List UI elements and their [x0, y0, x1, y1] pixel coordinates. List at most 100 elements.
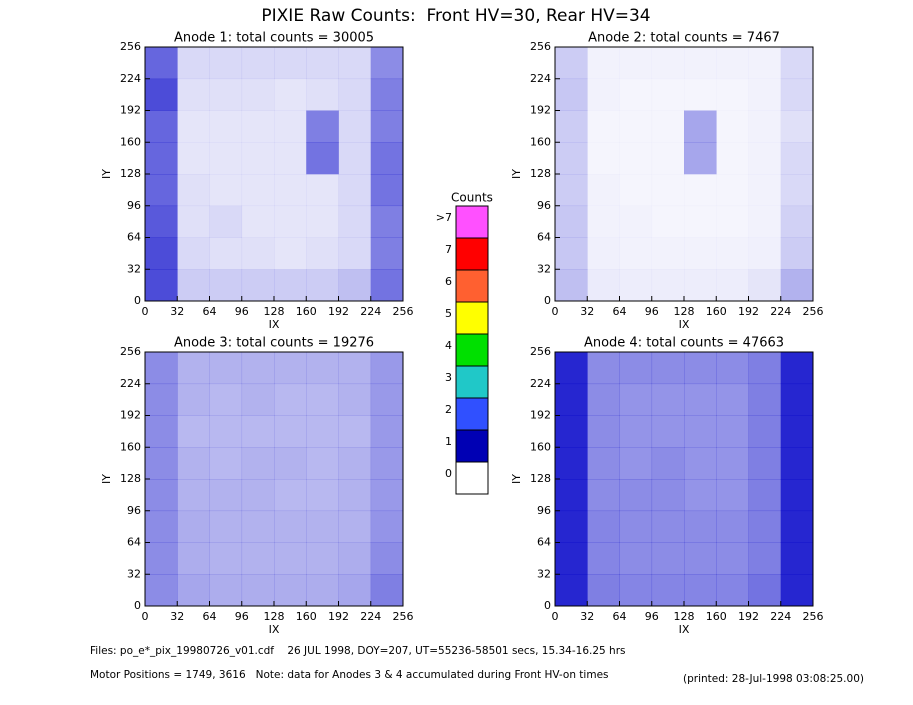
- heat-cell: [338, 78, 372, 111]
- page-title: PIXIE Raw Counts: Front HV=30, Rear HV=3…: [261, 6, 650, 26]
- heat-cell: [274, 47, 307, 80]
- heat-cell: [780, 78, 814, 111]
- panel-title: Anode 1: total counts = 30005: [174, 31, 374, 46]
- heat-cell: [716, 510, 749, 543]
- heat-cell: [651, 237, 685, 270]
- heat-cell: [587, 447, 620, 480]
- heat-cell: [684, 383, 717, 416]
- heat-cell: [338, 415, 372, 448]
- x-tick-label: 0: [552, 305, 559, 318]
- heat-cell: [177, 269, 210, 302]
- heat-cell: [748, 542, 782, 575]
- heat-cell: [177, 574, 210, 607]
- heat-cell: [748, 110, 782, 143]
- heat-cell: [241, 47, 275, 80]
- colorbar-box: [455, 301, 489, 335]
- colorbar-label: 6: [445, 275, 452, 288]
- y-tick-label: 64: [127, 536, 141, 549]
- y-tick-label: 64: [127, 231, 141, 244]
- heat-cell: [274, 205, 307, 238]
- heat-cell: [684, 352, 717, 385]
- heat-cell: [716, 174, 749, 207]
- x-tick-label: 160: [706, 305, 727, 318]
- x-tick-label: 96: [235, 305, 249, 318]
- heat-cell: [177, 174, 210, 207]
- plot-background: [145, 47, 403, 301]
- y-tick-label: 128: [530, 472, 551, 485]
- heat-cell: [619, 542, 653, 575]
- x-tick-label: 96: [645, 305, 659, 318]
- heat-cell: [306, 542, 339, 575]
- heat-cell: [177, 205, 210, 238]
- heat-cell: [716, 352, 749, 385]
- y-tick-label: 32: [127, 567, 141, 580]
- x-tick-label: 224: [770, 610, 791, 623]
- heat-cell: [684, 47, 717, 80]
- heat-cell: [274, 447, 307, 480]
- heat-cell: [716, 110, 749, 143]
- heat-cell: [555, 142, 588, 175]
- heat-cell: [177, 352, 210, 385]
- heat-cell: [209, 383, 243, 416]
- colorbar-box: [455, 237, 489, 271]
- x-tick-label: 128: [264, 610, 285, 623]
- heat-cell: [619, 447, 653, 480]
- heat-cell: [370, 574, 404, 607]
- heat-cell: [651, 447, 685, 480]
- heat-cell: [748, 415, 782, 448]
- heat-cell: [274, 174, 307, 207]
- colorbar-label: 5: [445, 307, 452, 320]
- heat-cell: [651, 269, 685, 302]
- y-tick-label: 224: [530, 377, 551, 390]
- heat-cell: [338, 237, 372, 270]
- heat-cell: [177, 383, 210, 416]
- heat-cell: [370, 415, 404, 448]
- heat-cell: [555, 447, 588, 480]
- heat-cell: [780, 110, 814, 143]
- colorbar-label: 4: [445, 339, 452, 352]
- x-tick-label: 96: [235, 610, 249, 623]
- heat-cell: [274, 352, 307, 385]
- y-tick-label: 128: [120, 472, 141, 485]
- heat-cell: [555, 352, 588, 385]
- heat-cell: [306, 78, 339, 111]
- heat-cell: [780, 47, 814, 80]
- heat-cell: [209, 47, 243, 80]
- heat-cell: [209, 142, 243, 175]
- heat-cell: [338, 205, 372, 238]
- heat-cell: [684, 78, 717, 111]
- heat-cell: [619, 110, 653, 143]
- heat-cell: [145, 574, 178, 607]
- heat-cell: [587, 78, 620, 111]
- heat-cell: [716, 415, 749, 448]
- colorbar-label: >7: [436, 211, 452, 224]
- heat-cell: [651, 110, 685, 143]
- heat-cell: [684, 542, 717, 575]
- heat-cell: [241, 383, 275, 416]
- heat-cell: [145, 447, 178, 480]
- x-tick-label: 96: [645, 610, 659, 623]
- heat-cell: [177, 142, 210, 175]
- heat-cell: [587, 383, 620, 416]
- colorbar-box: [455, 333, 489, 367]
- x-tick-label: 192: [328, 305, 349, 318]
- y-tick-label: 192: [120, 104, 141, 117]
- heat-cell: [651, 205, 685, 238]
- heat-cell: [716, 78, 749, 111]
- y-tick-label: 160: [120, 135, 141, 148]
- y-tick-label: 128: [530, 167, 551, 180]
- heat-cell: [587, 47, 620, 80]
- x-tick-label: 192: [738, 610, 759, 623]
- heat-cell: [145, 237, 178, 270]
- heat-cell: [555, 47, 588, 80]
- heat-cell: [619, 352, 653, 385]
- y-tick-label: 0: [134, 599, 141, 612]
- y-tick-label: 160: [530, 135, 551, 148]
- heat-cell: [274, 142, 307, 175]
- heat-cell: [587, 352, 620, 385]
- heat-cell: [338, 510, 372, 543]
- x-tick-label: 32: [170, 305, 184, 318]
- heat-cell: [716, 383, 749, 416]
- heat-cell: [716, 237, 749, 270]
